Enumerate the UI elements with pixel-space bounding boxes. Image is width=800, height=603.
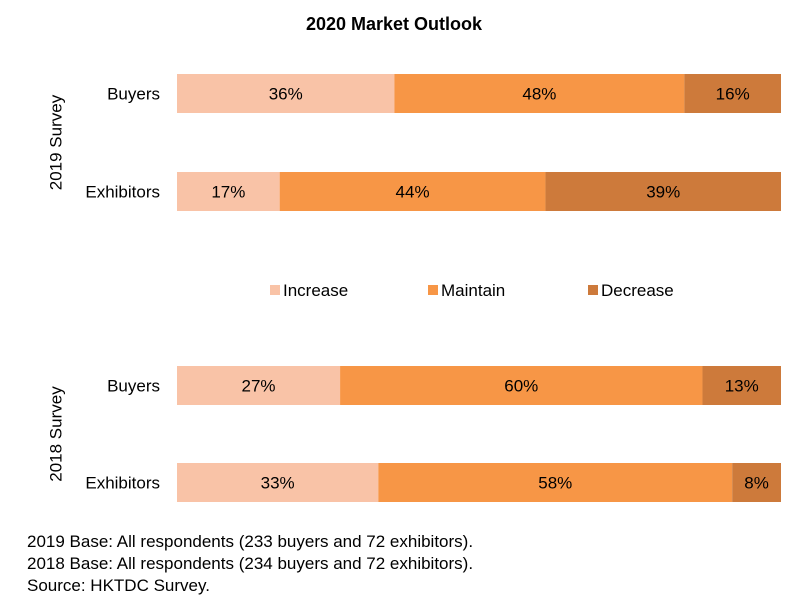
data-label: 16% [716,85,750,104]
category-label: Exhibitors [85,183,160,202]
legend-label: Increase [283,281,348,300]
data-label: 44% [396,183,430,202]
bar-segment-decrease [732,463,781,502]
bar-segment-maintain [394,74,685,113]
footnote-source: Source: HKTDC Survey. [27,576,210,595]
category-label: Buyers [107,85,160,104]
data-label: 27% [242,377,276,396]
bar-segment-increase [177,172,280,211]
bar-segment-decrease [545,172,781,211]
data-label: 58% [538,474,572,493]
data-label: 8% [744,474,769,493]
bar-segment-maintain [340,366,703,405]
bar-segment-maintain [279,172,546,211]
bar-segment-increase [177,463,379,502]
data-label: 17% [211,183,245,202]
bar-segment-increase [177,366,341,405]
chart-title: 2020 Market Outlook [306,14,483,34]
bar-segment-maintain [378,463,733,502]
bar-segment-decrease [702,366,781,405]
group-label: 2018 Survey [46,386,65,482]
bar-segment-decrease [684,74,781,113]
data-label: 36% [269,85,303,104]
legend-label: Decrease [601,281,674,300]
data-label: 33% [261,474,295,493]
footnotes: 2019 Base: All respondents (233 buyers a… [27,531,473,597]
legend-swatch-increase [270,285,280,295]
category-label: Exhibitors [85,474,160,493]
category-label: Buyers [107,377,160,396]
legend-swatch-maintain [428,285,438,295]
data-label: 13% [725,377,759,396]
footnote-2018-base: 2018 Base: All respondents (234 buyers a… [27,554,474,573]
data-label: 60% [504,377,538,396]
stacked-bar-chart: 2020 Market Outlook 2019 Survey Buyers 36%… [46,14,781,502]
legend-label: Maintain [441,281,505,300]
group-label: 2019 Survey [46,94,65,190]
data-label: 48% [522,85,556,104]
legend-swatch-decrease [588,285,598,295]
bar-segment-increase [177,74,395,113]
data-label: 39% [646,183,680,202]
footnote-2019-base: 2019 Base: All respondents (233 buyers a… [27,532,474,551]
